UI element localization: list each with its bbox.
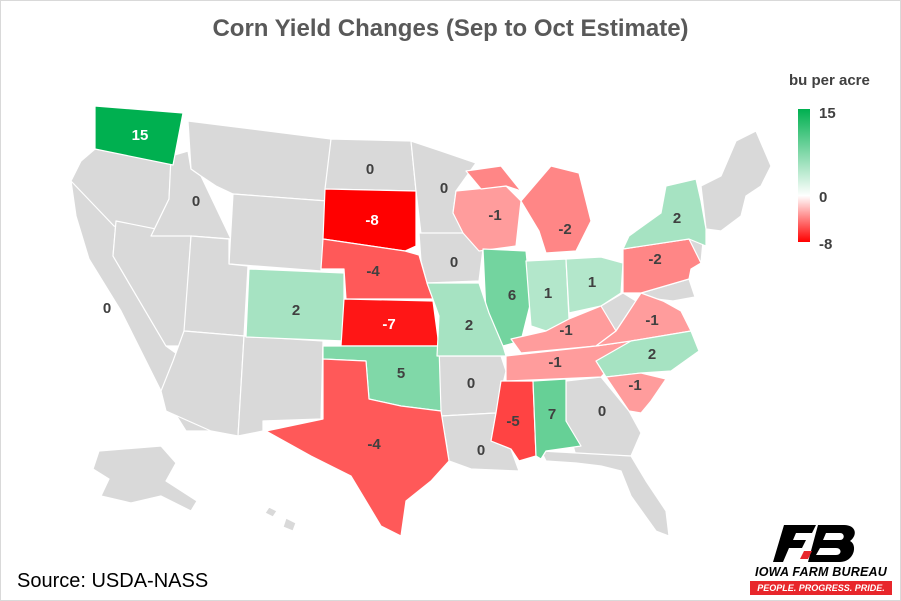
legend-min-label: -8 bbox=[819, 236, 832, 253]
label-wisconsin: -1 bbox=[488, 207, 501, 224]
label-kansas: -7 bbox=[382, 316, 395, 333]
state-south-carolina bbox=[605, 372, 667, 414]
legend: bu per acre 15 0 -8 bbox=[789, 72, 870, 253]
logo-tagline: PEOPLE. PROGRESS. PRIDE. bbox=[750, 581, 892, 595]
label-illinois: 6 bbox=[508, 287, 516, 304]
label-pennsylvania: -2 bbox=[648, 251, 661, 268]
label-alabama: 7 bbox=[548, 406, 556, 423]
state-montana bbox=[187, 120, 332, 202]
state-michigan bbox=[465, 165, 592, 254]
label-virginia: -1 bbox=[645, 312, 658, 329]
state-pennsylvania bbox=[622, 238, 702, 294]
state-florida bbox=[540, 450, 670, 537]
state-ohio bbox=[565, 256, 624, 314]
iowa-farm-bureau-logo: IOWA FARM BUREAU PEOPLE. PROGRESS. PRIDE… bbox=[746, 521, 896, 596]
logo-name: IOWA FARM BUREAU bbox=[755, 565, 887, 579]
label-georgia: 0 bbox=[598, 403, 606, 420]
label-arkansas: 0 bbox=[467, 375, 475, 392]
label-oregon: 0 bbox=[192, 193, 200, 210]
legend-color-bar bbox=[798, 109, 810, 242]
label-oklahoma: 5 bbox=[397, 365, 405, 382]
state-new-england bbox=[700, 130, 772, 232]
state-new-york bbox=[622, 178, 707, 250]
state-washington bbox=[94, 105, 184, 166]
legend-max-label: 15 bbox=[819, 105, 836, 122]
label-tennessee: -1 bbox=[548, 354, 561, 371]
colored-states bbox=[94, 105, 707, 537]
label-texas: -4 bbox=[367, 436, 381, 453]
label-california: 0 bbox=[103, 300, 111, 317]
no-data-states bbox=[70, 120, 772, 537]
label-louisiana: 0 bbox=[477, 442, 485, 459]
label-iowa: 0 bbox=[450, 254, 458, 271]
state-alabama bbox=[532, 378, 582, 460]
state-new-mexico bbox=[237, 335, 324, 437]
state-kentucky bbox=[510, 305, 617, 354]
label-north-dakota: 0 bbox=[366, 161, 374, 178]
source-note: Source: USDA-NASS bbox=[17, 570, 209, 592]
label-missouri: 2 bbox=[465, 317, 473, 334]
label-michigan: -2 bbox=[558, 221, 571, 238]
state-value-labels: 15 0 0 0 -8 0 0 -4 2 -7 2 5 -4 0 0 -5 7 … bbox=[103, 127, 681, 459]
label-mississippi: -5 bbox=[506, 413, 519, 430]
state-texas bbox=[265, 358, 450, 537]
legend-title: bu per acre bbox=[789, 72, 870, 89]
state-wisconsin bbox=[452, 185, 522, 252]
state-south-dakota bbox=[322, 188, 417, 252]
legend-mid-label: 0 bbox=[819, 189, 827, 206]
label-ohio: 1 bbox=[588, 274, 596, 291]
fb-logo-mark-icon bbox=[773, 525, 855, 562]
label-colorado: 2 bbox=[292, 302, 300, 319]
state-missouri bbox=[426, 282, 507, 357]
label-washington: 15 bbox=[132, 127, 149, 144]
label-new-york: 2 bbox=[673, 210, 681, 227]
state-hawaii bbox=[264, 506, 297, 532]
label-nebraska: -4 bbox=[366, 263, 380, 280]
label-indiana: 1 bbox=[544, 285, 552, 302]
state-arizona bbox=[160, 330, 245, 437]
state-wyoming bbox=[228, 193, 328, 272]
state-alaska bbox=[92, 445, 198, 512]
map-title: Corn Yield Changes (Sep to Oct Estimate) bbox=[212, 15, 689, 42]
label-south-carolina: -1 bbox=[628, 377, 641, 394]
label-minnesota: 0 bbox=[440, 180, 448, 197]
label-kentucky: -1 bbox=[559, 322, 572, 339]
label-south-dakota: -8 bbox=[365, 212, 378, 229]
label-north-carolina: 2 bbox=[648, 346, 656, 363]
